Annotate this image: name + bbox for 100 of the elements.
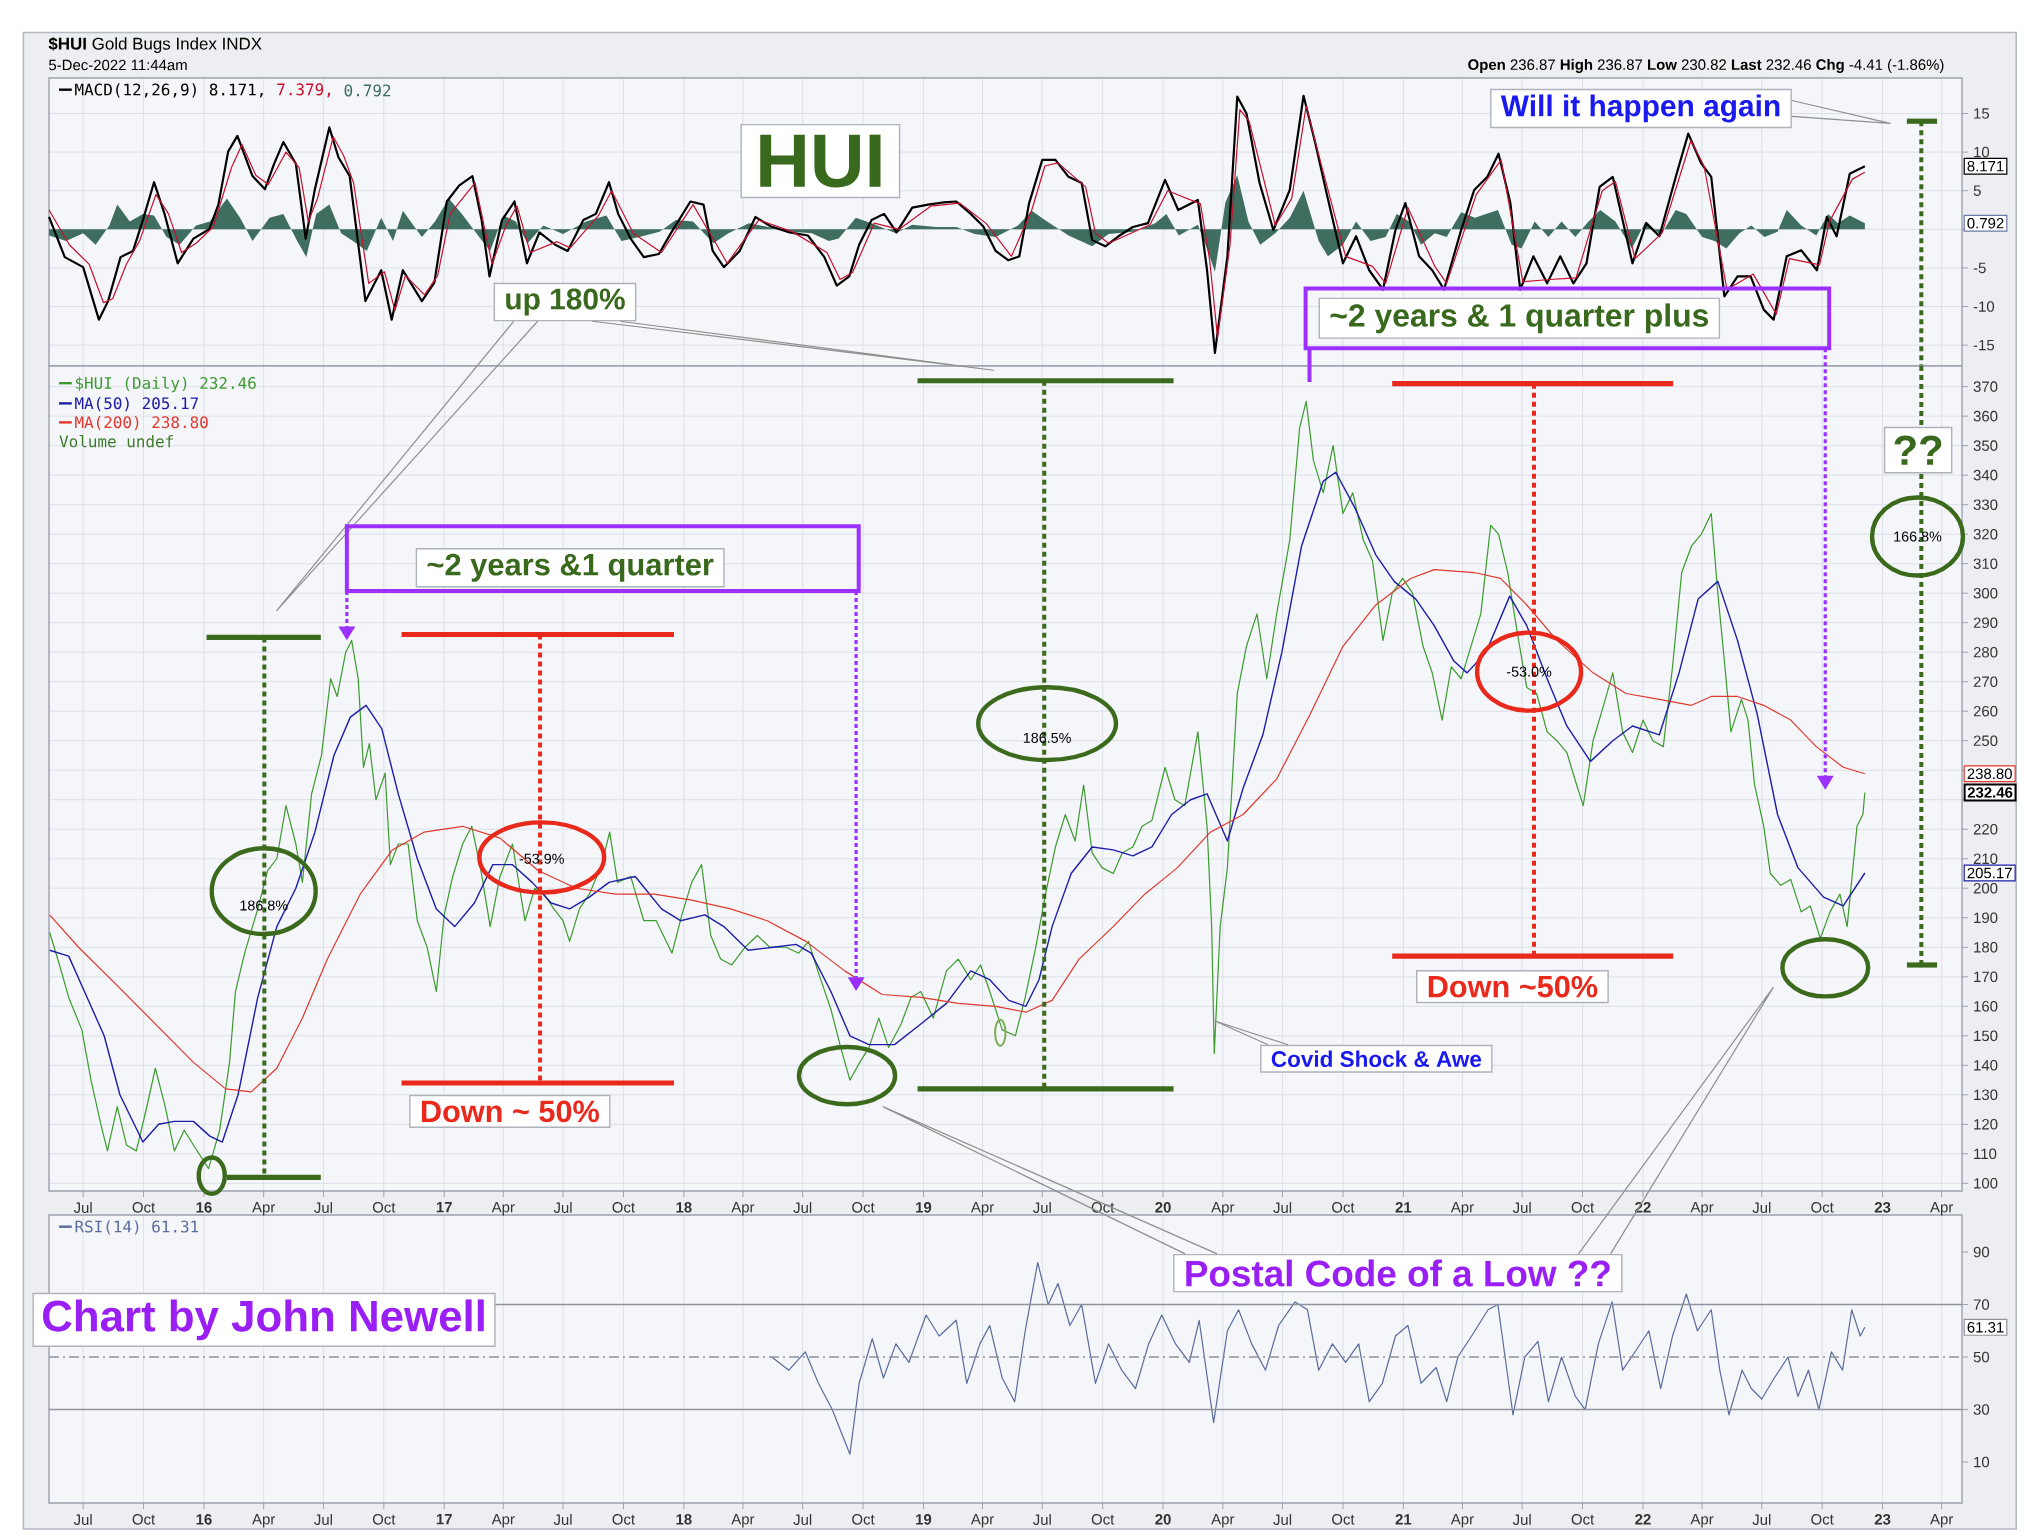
x-tick-label: 21 <box>1395 1202 1412 1213</box>
x-tick-label: 20 <box>1155 1202 1171 1213</box>
x-tick-label: Apr <box>1930 1202 1954 1216</box>
y-tick-label: 15 <box>1974 108 1990 119</box>
x-tick-label: Jul <box>314 1514 332 1526</box>
annotation: Will it happen again <box>1500 94 1780 123</box>
x-tick-label: Apr <box>1930 1514 1954 1528</box>
y-tick-label: -5 <box>1973 262 1986 274</box>
x-tick-label: 21 <box>1395 1514 1412 1525</box>
x-tick-label: 18 <box>676 1514 692 1525</box>
y-tick-label: 150 <box>1974 1030 1998 1042</box>
x-tick-label: Apr <box>491 1202 515 1216</box>
y-tick-label: 360 <box>1973 410 1998 422</box>
y-tick-label: 100 <box>1974 1178 1998 1189</box>
x-tick-label: 22 <box>1635 1514 1651 1525</box>
annotation: Down ~ 50% <box>421 1100 599 1123</box>
x-tick-label: Apr <box>970 1514 994 1528</box>
y-tick-label: 310 <box>1973 558 1998 569</box>
annotation: HUI <box>760 134 881 188</box>
x-tick-label: Jul <box>1752 1514 1771 1526</box>
text: 7.379, <box>277 83 331 98</box>
x-tick-label: Oct <box>1811 1202 1834 1213</box>
text: 8.171 <box>1967 160 2004 172</box>
x-tick-label: Jul <box>1032 1202 1051 1214</box>
text: 61.31 <box>1967 1322 2004 1333</box>
annotation: Chart by John Newell <box>42 1299 484 1341</box>
x-tick-label: Jul <box>553 1202 572 1214</box>
x-tick-label: Oct <box>612 1202 635 1213</box>
x-tick-label: Oct <box>1811 1514 1834 1525</box>
x-tick-label: 17 <box>436 1514 452 1525</box>
x-tick-label: Oct <box>372 1514 396 1525</box>
y-tick-label: 190 <box>1974 912 1998 924</box>
y-tick-label: 220 <box>1973 823 1998 835</box>
y-tick-label: -10 <box>1973 301 1995 312</box>
x-tick-label: 16 <box>196 1202 212 1213</box>
x-tick-label: 23 <box>1874 1514 1891 1525</box>
x-tick-label: 20 <box>1155 1514 1171 1525</box>
x-tick-label: Jul <box>1273 1514 1292 1526</box>
x-tick-label: Oct <box>1571 1514 1595 1525</box>
x-tick-label: Jul <box>73 1514 92 1526</box>
annotation: Postal Code of a Low ?? <box>1186 1259 1610 1287</box>
annotation: Down ~50% <box>1428 975 1598 998</box>
x-tick-label: Apr <box>1450 1202 1474 1216</box>
y-tick-label: 30 <box>1973 1404 1990 1415</box>
y-tick-label: -15 <box>1973 339 1995 351</box>
annotation: 186.5% <box>1023 732 1071 743</box>
annotation: ~2 years &1 quarter <box>427 553 714 582</box>
y-tick-label: 290 <box>1973 617 1998 628</box>
x-tick-label: Oct <box>612 1514 635 1525</box>
x-tick-label: Apr <box>491 1514 515 1528</box>
x-tick-label: Oct <box>372 1202 396 1213</box>
x-tick-label: Jul <box>553 1514 572 1526</box>
text: 0.792 <box>1967 217 2004 229</box>
y-tick-label: 10 <box>1974 146 1990 158</box>
x-tick-label: Apr <box>1211 1514 1235 1528</box>
annotation: 166.8% <box>1894 531 1942 542</box>
x-tick-label: Apr <box>252 1202 276 1216</box>
x-tick-label: Jul <box>1512 1202 1531 1214</box>
x-tick-label: Oct <box>852 1514 875 1525</box>
y-tick-label: 300 <box>1973 587 1998 599</box>
y-tick-label: 50 <box>1973 1351 1990 1363</box>
y-tick-label: 90 <box>1973 1246 1990 1258</box>
annotation: Volume undef <box>59 434 173 448</box>
y-tick-label: 280 <box>1973 646 1998 658</box>
x-tick-label: Jul <box>1752 1202 1771 1214</box>
x-tick-label: Jul <box>793 1514 812 1526</box>
x-tick-label: Oct <box>132 1514 156 1525</box>
x-tick-label: 16 <box>196 1514 212 1525</box>
y-tick-label: 270 <box>1973 676 1998 688</box>
x-tick-label: Apr <box>1450 1514 1474 1528</box>
chart-title: $HUI Gold Bugs Index INDX <box>48 36 262 54</box>
x-tick-label: 19 <box>916 1202 932 1213</box>
x-tick-label: Oct <box>1332 1514 1355 1525</box>
legend-label: MA(200) 238.80 <box>75 415 208 431</box>
x-tick-label: 23 <box>1874 1202 1891 1213</box>
chart-subtitle: 5-Dec-2022 11:44am <box>49 59 187 71</box>
y-tick-label: 260 <box>1973 705 1998 717</box>
x-tick-label: Jul <box>1512 1514 1531 1526</box>
x-tick-label: Oct <box>1571 1202 1595 1213</box>
legend-label: MA(50) 205.17 <box>75 396 199 412</box>
x-tick-label: 17 <box>436 1202 452 1213</box>
text: 205.17 <box>1967 867 2012 879</box>
x-tick-label: Apr <box>970 1202 994 1216</box>
x-tick-label: Jul <box>73 1202 92 1214</box>
y-tick-label: 170 <box>1974 971 1998 983</box>
x-tick-label: Oct <box>1332 1202 1355 1213</box>
x-tick-label: Jul <box>1273 1202 1292 1214</box>
text: 232.46 <box>1967 787 2013 798</box>
y-tick-label: 160 <box>1974 1000 1998 1012</box>
legend-label: MACD(12,26,9) 8.171, <box>75 83 263 98</box>
y-tick-label: 110 <box>1974 1148 1997 1160</box>
x-tick-label: Apr <box>1690 1514 1714 1528</box>
x-tick-label: 22 <box>1635 1202 1651 1213</box>
y-tick-label: 370 <box>1973 381 1998 392</box>
text: 238.80 <box>1967 768 2012 780</box>
y-tick-label: 350 <box>1973 440 1998 451</box>
text: 0.792 <box>344 84 391 97</box>
x-tick-label: Oct <box>1091 1514 1115 1525</box>
x-tick-label: Oct <box>132 1202 156 1213</box>
x-tick-label: 18 <box>676 1202 692 1213</box>
